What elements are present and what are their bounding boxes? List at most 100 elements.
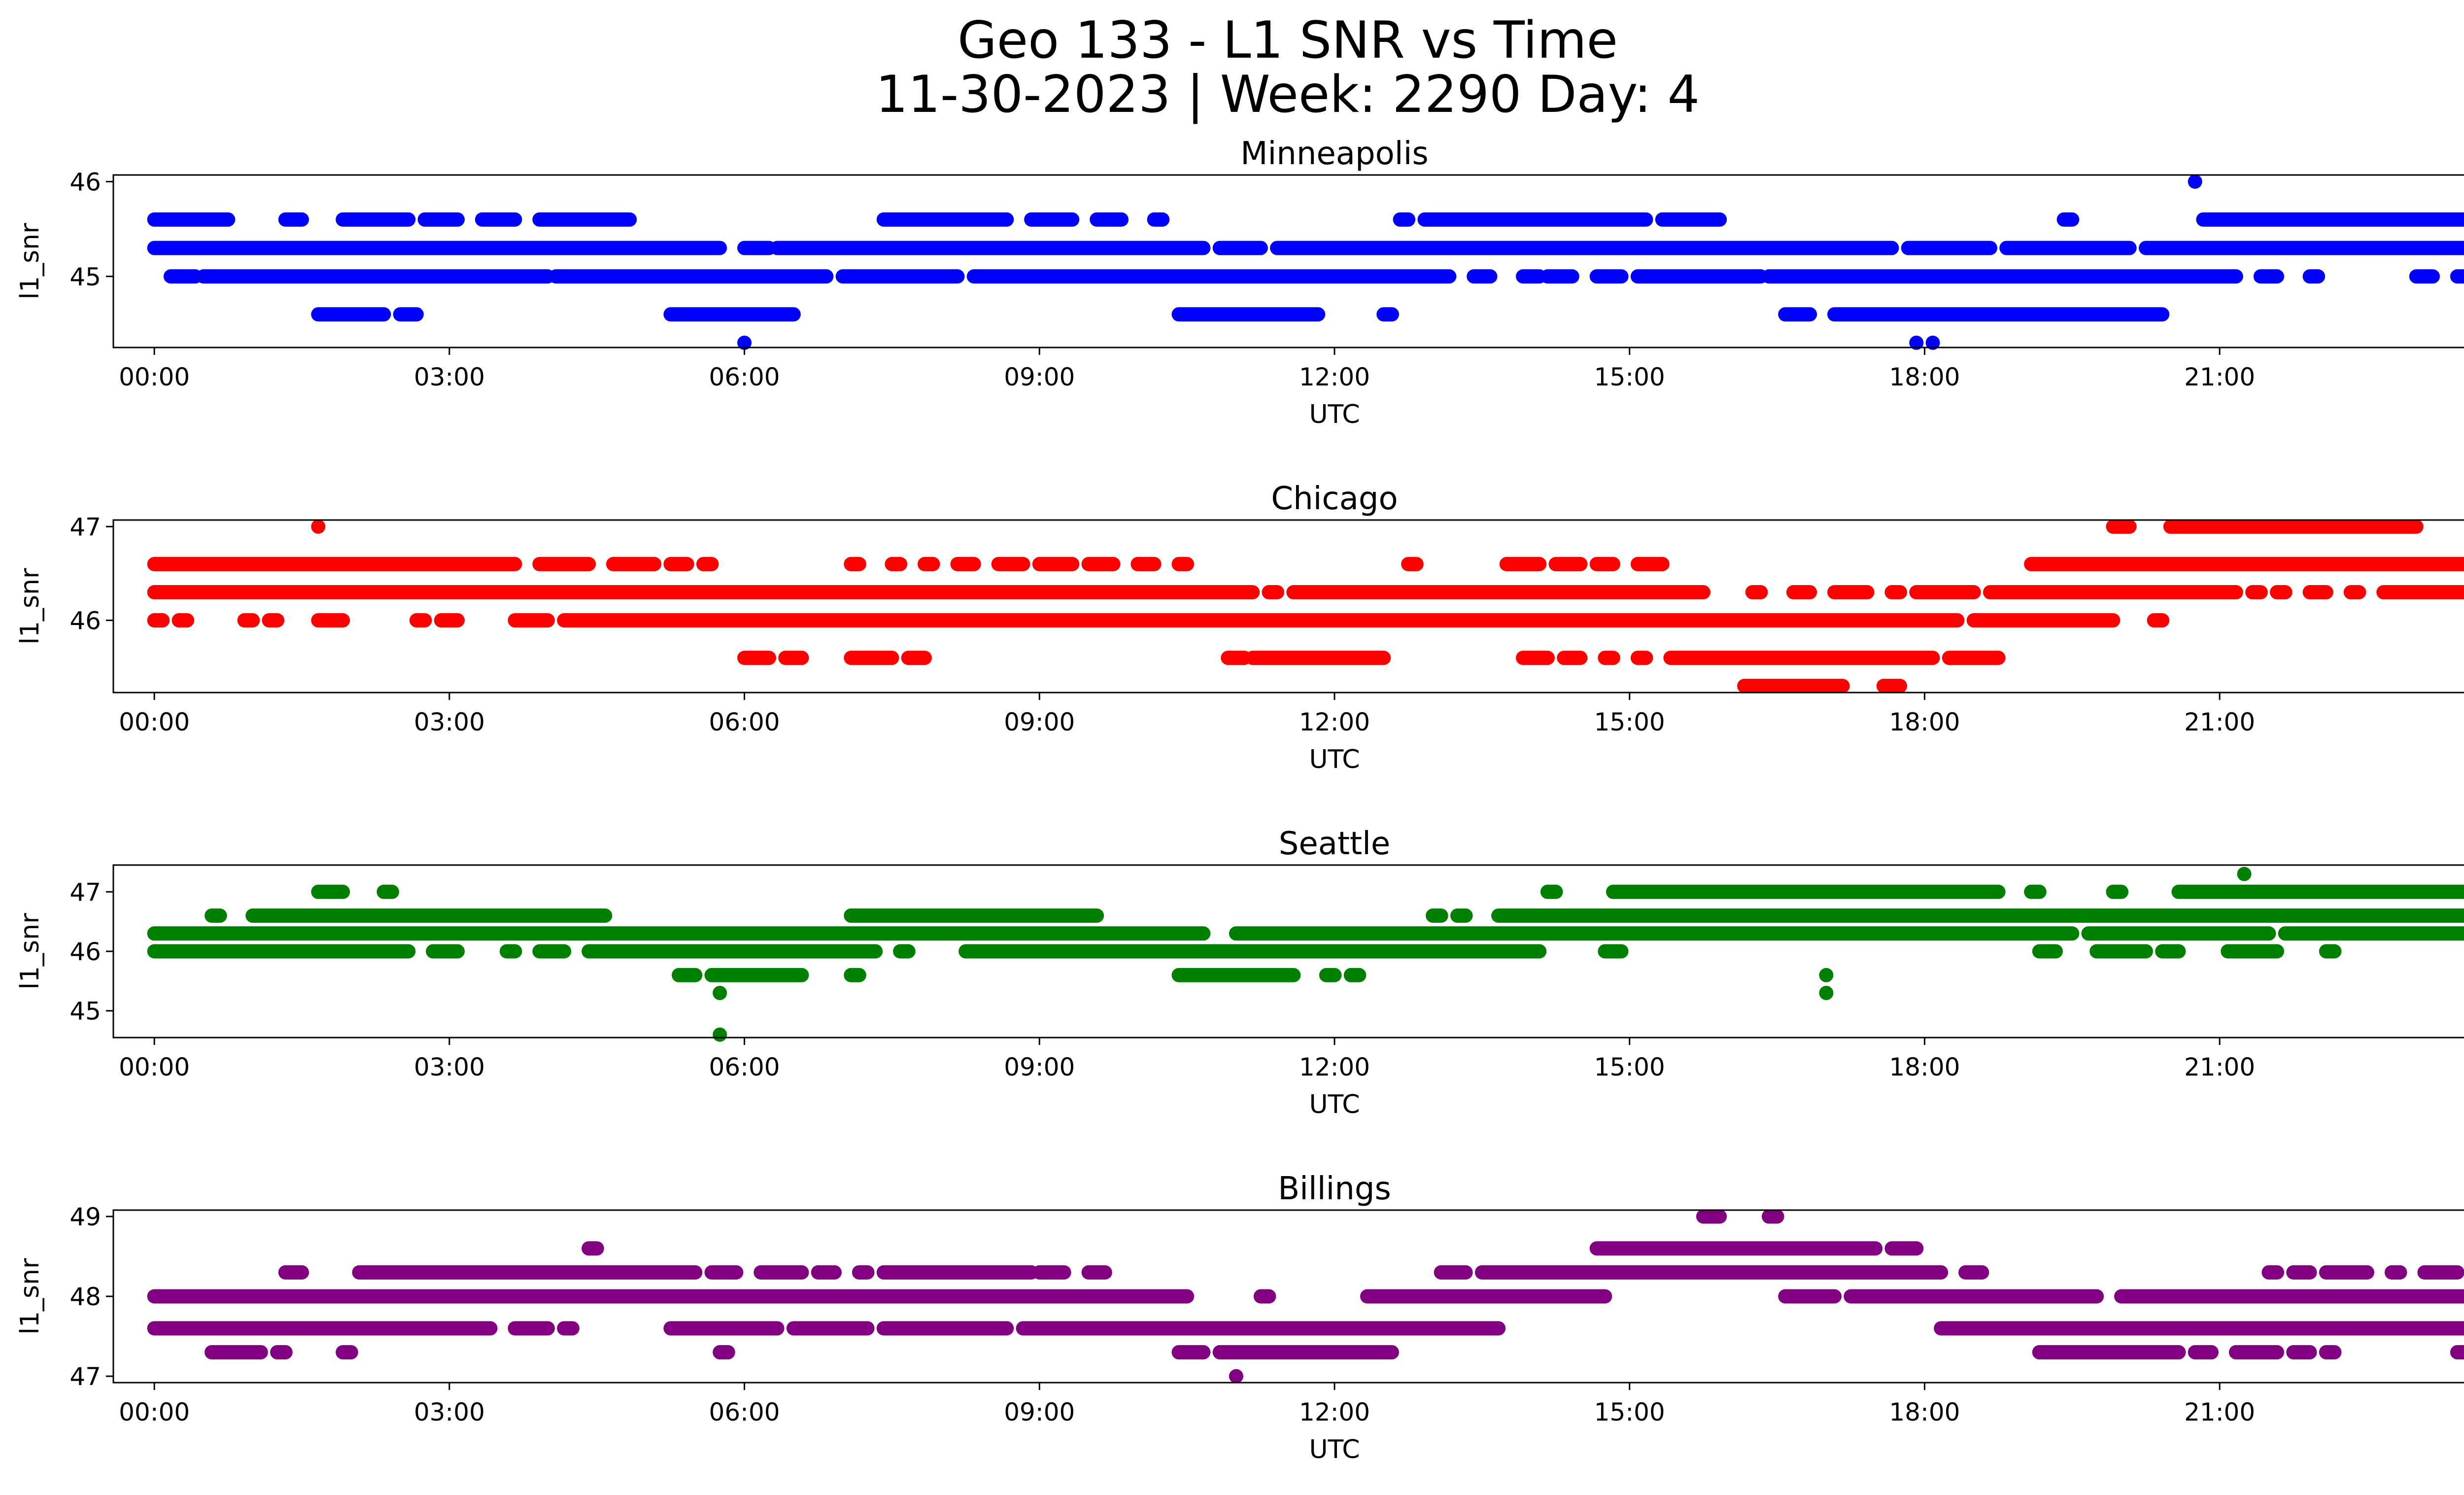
snr-point-run [1171,968,1301,982]
snr-point-run [852,1265,875,1280]
snr-point-run [147,556,522,571]
snr-point-run [1016,1321,1506,1336]
snr-point-run [171,613,195,628]
snr-point-run [434,613,465,628]
snr-point-run [1598,944,1629,959]
snr-point-run [582,1241,604,1256]
x-tick-label: 21:00 [2184,363,2255,391]
snr-point-run [1876,679,1908,694]
subplot-minneapolis: Minneapolis 00:00 03:00 06:00 09:00 12:00 15:0… [15,136,2464,429]
y-tick-label: 49 [69,1203,101,1231]
snr-point-run [311,613,350,628]
snr-point-run [417,212,465,227]
snr-point-run [2024,556,2464,571]
snr-point-run [1212,1345,1399,1359]
snr-point-run [2319,944,2342,959]
snr-point-run [2024,884,2047,899]
snr-point-run [1630,269,1768,284]
snr-point-run [2270,585,2293,599]
snr-point-run [1589,556,1620,571]
snr-point-run [844,651,899,665]
snr-point-run [1212,241,1268,255]
snr-point-run [205,1345,268,1359]
snr-point-run [1557,651,1588,665]
snr-point-run [2221,944,2285,959]
x-tick-label: 12:00 [1299,1053,1370,1081]
snr-point-run [991,556,1030,571]
snr-point-run [1761,1209,1784,1224]
x-tick-label: 03:00 [414,1053,485,1081]
snr-point-run [2384,1265,2407,1280]
snr-point-run [1426,908,1448,923]
y-tick-label: 47 [69,513,101,541]
snr-point-run [606,556,662,571]
snr-point-run [336,1345,358,1359]
snr-point [713,1027,727,1042]
snr-point-run [1032,1265,1071,1280]
snr-point-run [966,269,1457,284]
snr-point-run [835,269,965,284]
x-tick-label: 06:00 [709,1053,780,1081]
scatter-series [147,174,2464,350]
snr-point-run [1491,908,2464,923]
y-tick-label: 47 [69,1362,101,1391]
snr-point-run [1081,556,1121,571]
x-tick-label: 00:00 [119,363,190,391]
snr-point-run [2319,1265,2374,1280]
x-axis-label: UTC [1309,1090,1360,1119]
snr-point-run [811,1265,842,1280]
snr-point-run [426,944,465,959]
snr-point-run [1499,556,1547,571]
snr-point-run [1171,556,1195,571]
snr-point-run [2278,926,2464,941]
snr-point-run [1786,585,1817,599]
snr-point-run [1032,556,1080,571]
snr-point-run [147,1321,498,1336]
snr-point-run [1540,884,1563,899]
snr-point-run [2343,585,2366,599]
x-tick-label: 15:00 [1594,708,1665,736]
x-tick-label: 03:00 [414,708,485,736]
x-tick-label: 03:00 [414,363,485,391]
snr-point-run [663,307,801,322]
snr-point-run [1474,1265,1949,1280]
figure-title-line2: 11-30-2023 | Week: 2290 Day: 4 [875,65,1700,124]
snr-point-run [844,556,866,571]
snr-point-run [147,1289,1195,1304]
x-tick-label: 06:00 [709,363,780,391]
y-tick-label: 46 [69,938,101,966]
x-tick-label: 18:00 [1889,1398,1960,1426]
y-tick-label: 45 [69,263,101,291]
snr-point-run [278,1265,309,1280]
snr-point-run [713,1345,735,1359]
snr-point-run [1286,585,1711,599]
axes-frame [112,519,2464,694]
snr-point-run [1844,1289,2104,1304]
snr-point [311,519,326,534]
snr-point-run [958,944,1547,959]
snr-point-run [1901,241,1997,255]
x-tick-label: 00:00 [119,1053,190,1081]
x-tick-label: 12:00 [1299,363,1370,391]
x-tick-label: 15:00 [1594,1398,1665,1426]
snr-point-run [1909,585,1981,599]
snr-point-run [1401,556,1424,571]
snr-point-run [409,613,432,628]
y-axis-label: l1_snr [15,223,45,300]
snr-point-run [2188,1345,2219,1359]
subplot-title: Minneapolis [1240,136,1428,172]
snr-point-run [1548,556,1588,571]
subplot-chicago: Chicago 00:00 03:00 06:00 09:00 12:00 15:00 18:… [15,481,2464,774]
snr-point-run [1516,269,1547,284]
snr-point-run [1229,926,2080,941]
x-axis-label: UTC [1309,400,1360,429]
snr-point-run [1090,212,1129,227]
y-axis-label: l1_snr [15,1258,45,1335]
x-tick-label: 15:00 [1594,363,1665,391]
snr-point-run [876,1265,1039,1280]
snr-point-run [508,1321,555,1336]
snr-point-run [1376,307,1399,322]
snr-point-run [876,1321,1014,1336]
snr-point-run [2245,585,2268,599]
snr-point [1819,985,1834,1000]
